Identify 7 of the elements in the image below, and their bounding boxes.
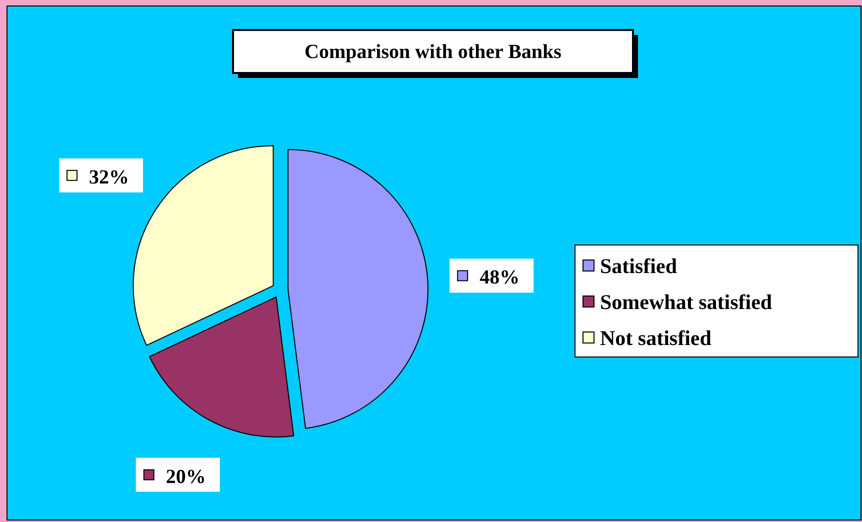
legend-label: Not satisfied <box>600 326 712 350</box>
legend-label: Somewhat satisfied <box>600 290 772 314</box>
data-label: 32% <box>89 166 129 188</box>
chart-title: Comparison with other Banks <box>304 41 562 63</box>
data-label: 48% <box>480 266 520 289</box>
legend-label: Satisfied <box>600 254 678 278</box>
data-label: 20% <box>166 466 206 488</box>
